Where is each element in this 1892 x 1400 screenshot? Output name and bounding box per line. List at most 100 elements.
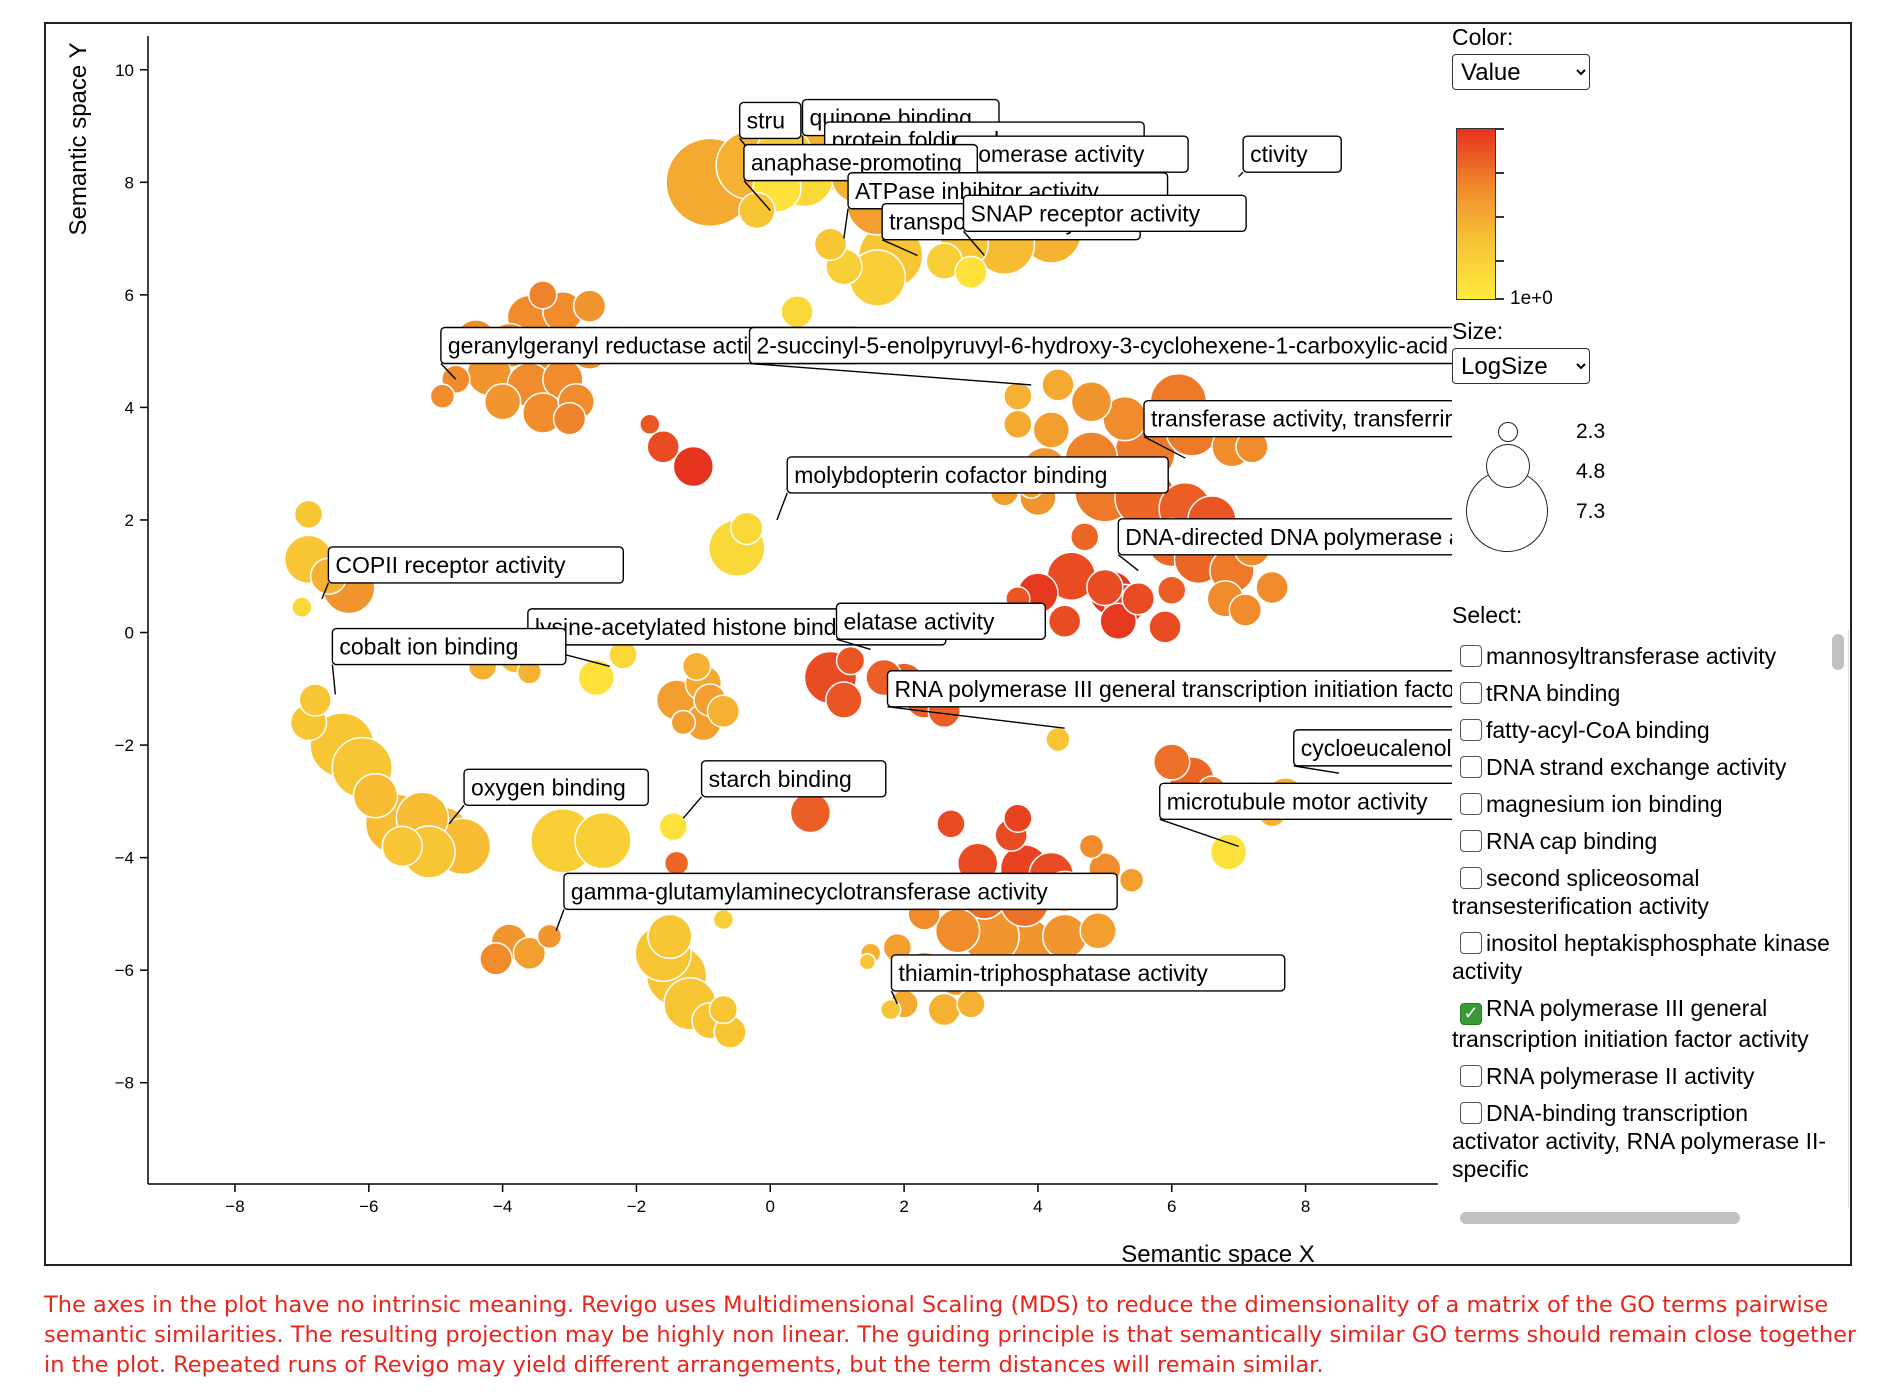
term-label-box[interactable]: ctivity bbox=[1238, 135, 1342, 178]
data-point[interactable] bbox=[528, 280, 558, 310]
data-point[interactable] bbox=[1003, 409, 1033, 440]
term-label-box[interactable]: transferase activity, transferring bbox=[1143, 399, 1452, 459]
data-point[interactable] bbox=[352, 772, 399, 819]
data-point[interactable] bbox=[672, 445, 715, 488]
data-point[interactable] bbox=[663, 850, 690, 876]
term-checkbox[interactable] bbox=[1460, 793, 1482, 815]
data-point[interactable] bbox=[639, 413, 661, 436]
data-point[interactable] bbox=[780, 294, 814, 329]
term-checkbox[interactable] bbox=[1460, 756, 1482, 778]
vertical-scrollbar[interactable] bbox=[1832, 634, 1844, 670]
data-point[interactable] bbox=[574, 811, 632, 870]
data-point[interactable] bbox=[429, 383, 456, 409]
data-point[interactable] bbox=[1156, 575, 1187, 606]
data-point[interactable] bbox=[708, 994, 739, 1025]
term-label-box[interactable]: RNA polymerase III general transcription… bbox=[886, 670, 1452, 729]
data-point[interactable] bbox=[813, 227, 848, 261]
term-option[interactable]: tRNA binding bbox=[1452, 679, 1830, 707]
data-point[interactable] bbox=[670, 709, 697, 736]
data-point[interactable] bbox=[298, 683, 333, 717]
data-point[interactable] bbox=[646, 430, 680, 464]
term-checkbox[interactable] bbox=[1460, 932, 1482, 954]
data-point[interactable] bbox=[1209, 833, 1248, 871]
term-label-box[interactable]: thiamin-triphosphatase activity bbox=[890, 954, 1286, 1005]
term-option[interactable]: DNA-binding transcription activator acti… bbox=[1452, 1099, 1830, 1183]
data-point[interactable] bbox=[293, 499, 324, 530]
term-select-list[interactable]: mannosyltransferase activity tRNA binding… bbox=[1452, 630, 1849, 1208]
data-point[interactable] bbox=[1118, 867, 1145, 893]
data-point[interactable] bbox=[1041, 368, 1075, 402]
data-point[interactable] bbox=[1148, 610, 1182, 644]
term-label-box[interactable]: gamma-glutamylaminecyclotransferase acti… bbox=[555, 872, 1118, 932]
data-point[interactable] bbox=[536, 923, 563, 950]
data-point[interactable] bbox=[1070, 522, 1100, 552]
term-label-box[interactable]: elatase activity bbox=[835, 602, 1046, 651]
term-label-box[interactable]: stru bbox=[738, 101, 802, 161]
data-point[interactable] bbox=[1121, 581, 1156, 616]
data-point[interactable] bbox=[738, 191, 776, 230]
term-option[interactable]: magnesium ion binding bbox=[1452, 790, 1830, 818]
data-point[interactable] bbox=[1003, 381, 1033, 411]
data-point[interactable] bbox=[1099, 602, 1137, 641]
term-checkbox[interactable] bbox=[1460, 830, 1482, 852]
term-label-box[interactable]: anaphase-promoting bbox=[743, 143, 979, 211]
term-option[interactable]: mannosyltransferase activity bbox=[1452, 642, 1830, 670]
data-point[interactable] bbox=[572, 289, 607, 323]
data-point[interactable] bbox=[835, 645, 866, 676]
term-option[interactable]: fatty-acyl-CoA binding bbox=[1452, 716, 1830, 744]
data-point[interactable] bbox=[825, 681, 863, 719]
data-point[interactable] bbox=[681, 651, 712, 682]
color-select[interactable]: Value bbox=[1452, 54, 1590, 90]
term-checkbox[interactable] bbox=[1460, 1065, 1482, 1087]
data-point[interactable] bbox=[381, 825, 424, 868]
term-checkbox[interactable] bbox=[1460, 867, 1482, 889]
term-option[interactable]: DNA strand exchange activity bbox=[1452, 753, 1830, 781]
term-label-box[interactable]: SNAP receptor activity bbox=[962, 194, 1247, 256]
data-point[interactable] bbox=[483, 383, 522, 421]
term-option[interactable]: inositol heptakisphosphate kinase activi… bbox=[1452, 929, 1830, 985]
data-point[interactable] bbox=[658, 811, 689, 842]
data-point[interactable] bbox=[789, 791, 832, 834]
data-point[interactable] bbox=[1152, 743, 1191, 781]
data-point[interactable] bbox=[512, 936, 547, 971]
term-checkbox[interactable] bbox=[1460, 719, 1482, 741]
data-point[interactable] bbox=[1228, 593, 1263, 627]
data-point[interactable] bbox=[1086, 568, 1124, 607]
data-point[interactable] bbox=[1078, 833, 1105, 860]
data-point[interactable] bbox=[956, 989, 986, 1019]
data-point[interactable] bbox=[934, 908, 981, 954]
term-option[interactable]: RNA polymerase II activity bbox=[1452, 1062, 1830, 1090]
data-point[interactable] bbox=[647, 913, 693, 960]
data-point[interactable] bbox=[1032, 411, 1071, 449]
term-option[interactable]: second spliceosomal transesterification … bbox=[1452, 864, 1830, 920]
term-label-box[interactable]: cobalt ion binding bbox=[331, 627, 567, 695]
horizontal-scrollbar[interactable] bbox=[1460, 1212, 1740, 1224]
size-select[interactable]: LogSize bbox=[1452, 348, 1590, 384]
data-point[interactable] bbox=[1047, 604, 1082, 639]
data-point[interactable] bbox=[479, 942, 513, 976]
term-option[interactable]: RNA cap binding bbox=[1452, 827, 1830, 855]
term-label-box[interactable]: DNA-directed DNA polymerase activity bbox=[1117, 518, 1452, 572]
data-point[interactable] bbox=[1041, 913, 1088, 960]
term-label-box[interactable]: oxygen binding bbox=[448, 768, 649, 825]
term-label-box[interactable]: starch binding bbox=[682, 760, 887, 819]
data-point[interactable] bbox=[954, 255, 988, 290]
data-point[interactable] bbox=[730, 511, 764, 546]
data-point[interactable] bbox=[1070, 381, 1113, 423]
data-point[interactable] bbox=[552, 401, 587, 436]
term-option[interactable]: ✓ RNA polymerase III general transcriptio… bbox=[1452, 994, 1830, 1053]
term-checkbox[interactable] bbox=[1460, 1102, 1482, 1124]
term-label-box[interactable]: cycloeucalenol bbox=[1293, 729, 1452, 774]
data-point[interactable] bbox=[1045, 726, 1071, 753]
term-checkbox[interactable] bbox=[1460, 682, 1482, 704]
term-label-box[interactable]: molybdopterin cofactor binding bbox=[776, 456, 1169, 521]
term-label-box[interactable]: COPII receptor activity bbox=[321, 546, 625, 600]
term-checkbox[interactable] bbox=[1460, 645, 1482, 667]
data-point[interactable] bbox=[1003, 803, 1033, 833]
term-checkbox[interactable]: ✓ bbox=[1460, 1003, 1482, 1025]
term-label-box[interactable]: 2-succinyl-5-enolpyruvyl-6-hydroxy-3-cyc… bbox=[748, 326, 1452, 386]
data-point[interactable] bbox=[927, 992, 961, 1027]
data-point[interactable] bbox=[879, 998, 902, 1021]
data-point[interactable] bbox=[1079, 912, 1117, 950]
